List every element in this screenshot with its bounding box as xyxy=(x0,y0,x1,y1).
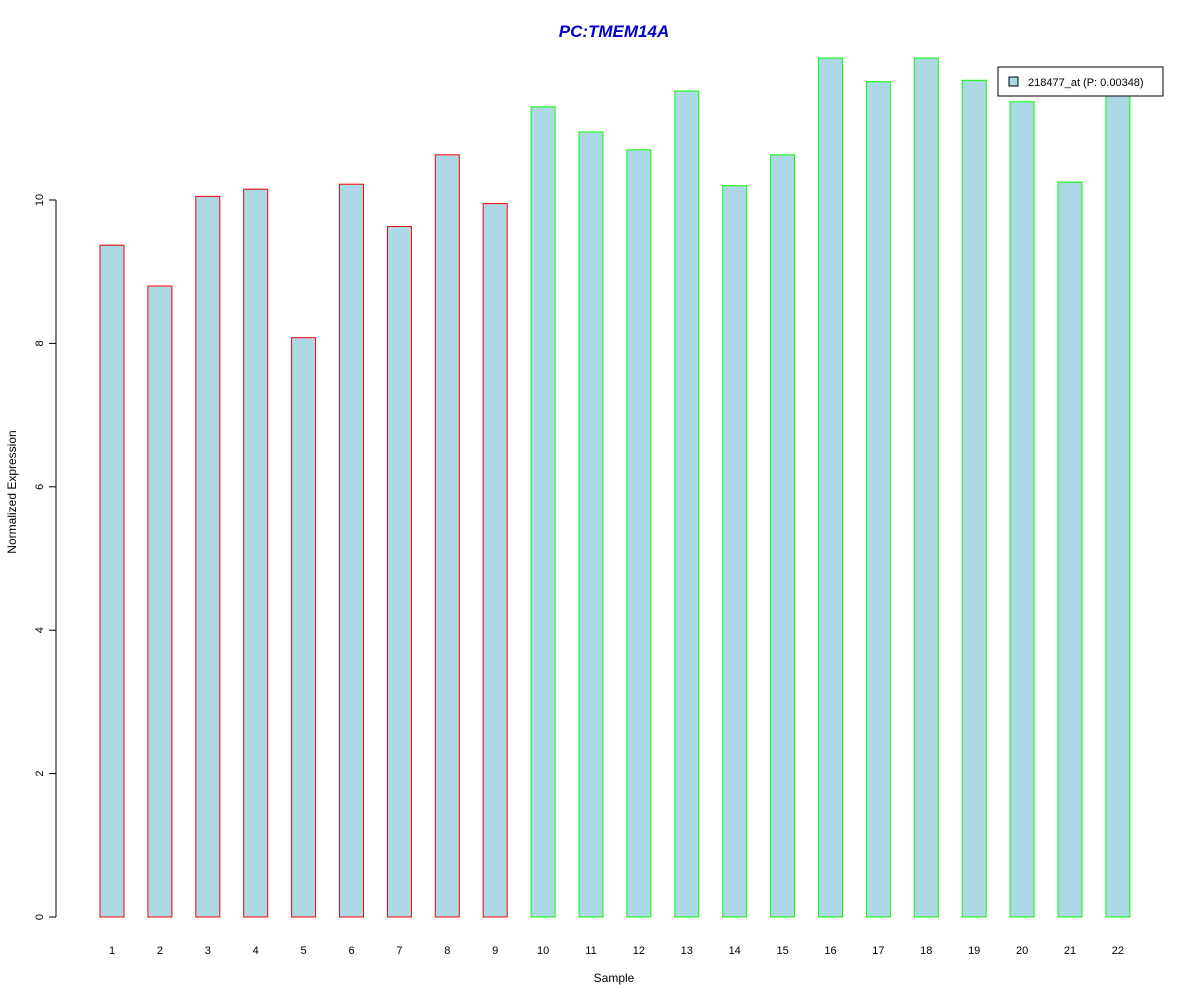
x-tick-label: 1 xyxy=(109,945,115,957)
x-tick-label: 15 xyxy=(776,945,788,957)
x-tick-label: 20 xyxy=(1016,945,1028,957)
bar-sample-9 xyxy=(482,203,508,918)
y-tick-label: 0 xyxy=(34,914,46,920)
legend-label: 218477_at (P: 0.00348) xyxy=(1028,77,1144,89)
bar-sample-6 xyxy=(339,183,364,918)
x-tick-label: 6 xyxy=(348,945,354,957)
bar-series xyxy=(99,57,1131,918)
bar-sample-18 xyxy=(913,57,939,918)
y-tick-label: 6 xyxy=(34,484,46,490)
bar-sample-5 xyxy=(291,337,317,918)
bar-sample-19 xyxy=(961,79,987,918)
bar-sample-3 xyxy=(195,195,221,918)
bar-sample-10 xyxy=(530,106,556,918)
bar-sample-12 xyxy=(626,149,652,918)
bar-sample-16 xyxy=(818,57,843,918)
bar-sample-17 xyxy=(865,81,891,918)
bar-sample-7 xyxy=(386,226,412,918)
x-tick-label: 17 xyxy=(872,945,884,957)
x-tick-label: 4 xyxy=(253,945,259,957)
legend: 218477_at (P: 0.00348) xyxy=(997,66,1164,97)
bar-sample-20 xyxy=(1009,101,1035,918)
x-tick-label: 10 xyxy=(537,945,549,957)
x-tick-label: 13 xyxy=(681,945,693,957)
bar-sample-4 xyxy=(243,188,269,918)
bar-sample-2 xyxy=(147,285,173,918)
chart-title: PC:TMEM14A xyxy=(559,22,670,41)
legend-swatch xyxy=(1008,76,1019,87)
y-axis: 0 2 4 6 8 10 xyxy=(34,194,57,920)
x-tick-labels: 1 2 3 4 5 6 7 8 9 10 11 12 13 14 15 16 17 18 19 20 21 22 xyxy=(109,945,1124,957)
legend-box xyxy=(997,66,1164,97)
x-tick-label: 18 xyxy=(920,945,932,957)
bar-sample-11 xyxy=(578,131,604,918)
x-tick-label: 7 xyxy=(396,945,402,957)
x-tick-label: 5 xyxy=(301,945,307,957)
bar-sample-1 xyxy=(99,244,125,918)
x-tick-label: 19 xyxy=(968,945,980,957)
x-tick-label: 9 xyxy=(492,945,498,957)
x-tick-label: 2 xyxy=(157,945,163,957)
x-tick-label: 12 xyxy=(633,945,645,957)
bar-sample-14 xyxy=(722,185,748,918)
y-tick-label: 8 xyxy=(34,340,46,346)
y-tick-label: 10 xyxy=(34,194,46,206)
y-tick-label: 4 xyxy=(34,627,46,633)
x-tick-label: 22 xyxy=(1112,945,1124,957)
bar-sample-8 xyxy=(434,154,460,918)
bar-sample-22 xyxy=(1105,84,1131,918)
x-axis-label: Sample xyxy=(594,971,635,985)
x-tick-label: 3 xyxy=(205,945,211,957)
x-tick-label: 8 xyxy=(444,945,450,957)
x-tick-label: 14 xyxy=(729,945,741,957)
y-axis-label: Normalized Expression xyxy=(5,430,19,553)
bar-sample-15 xyxy=(770,154,796,918)
bar-sample-21 xyxy=(1057,181,1083,918)
y-tick-label: 2 xyxy=(34,771,46,777)
x-tick-label: 21 xyxy=(1064,945,1076,957)
x-tick-label: 16 xyxy=(824,945,836,957)
x-tick-label: 11 xyxy=(585,945,596,957)
bar-sample-13 xyxy=(674,90,700,918)
